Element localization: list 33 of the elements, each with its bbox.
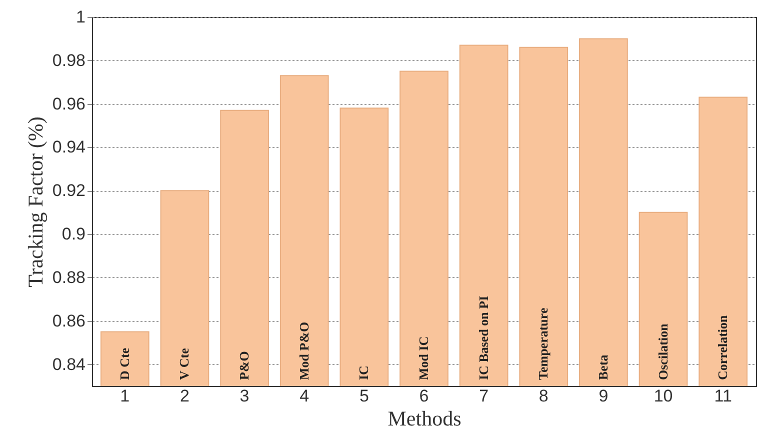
annotation: Temperature [536,308,551,380]
annotation: Mod P&O [296,322,312,380]
annotation: Oscilation [655,322,670,380]
annotation: V Cte [176,348,192,380]
y-tick-label: 0.84 [52,354,86,374]
annotation: IC [356,366,372,380]
y-tick-label: 0.88 [52,268,86,287]
x-tick-label: 9 [598,386,608,406]
y-tick-label: 0.92 [52,181,86,200]
annotation: P&O [236,351,252,380]
y-axis-title: Tracking Factor (%) [23,116,48,288]
annotation: D Cte [116,348,132,380]
annotation: Correlation [715,314,730,380]
y-tick-label: 0.86 [52,311,86,330]
x-tick-label: 1 [120,386,130,406]
annotation: Beta [595,354,610,380]
annotation: Mod IC [416,336,431,380]
x-tick-label: 3 [240,386,250,406]
x-tick-label: 6 [419,386,429,406]
y-tick-label: 0.9 [62,224,86,244]
x-tick-label: 2 [180,386,190,406]
x-tick-label: 11 [714,386,732,406]
x-tick-label: 4 [300,386,310,406]
y-tick-label: 1 [76,8,86,26]
x-tick-label: 8 [538,386,548,406]
y-tick-label: 0.98 [52,50,86,70]
x-tick-label: 10 [654,386,673,406]
y-tick-label: 0.94 [52,138,86,157]
x-tick-label: 7 [479,386,489,406]
annotation: IC Based on PI [476,296,491,380]
x-tick-label: 5 [359,386,369,406]
y-tick-label: 0.96 [52,94,86,114]
x-axis-title: Methods [388,406,462,430]
